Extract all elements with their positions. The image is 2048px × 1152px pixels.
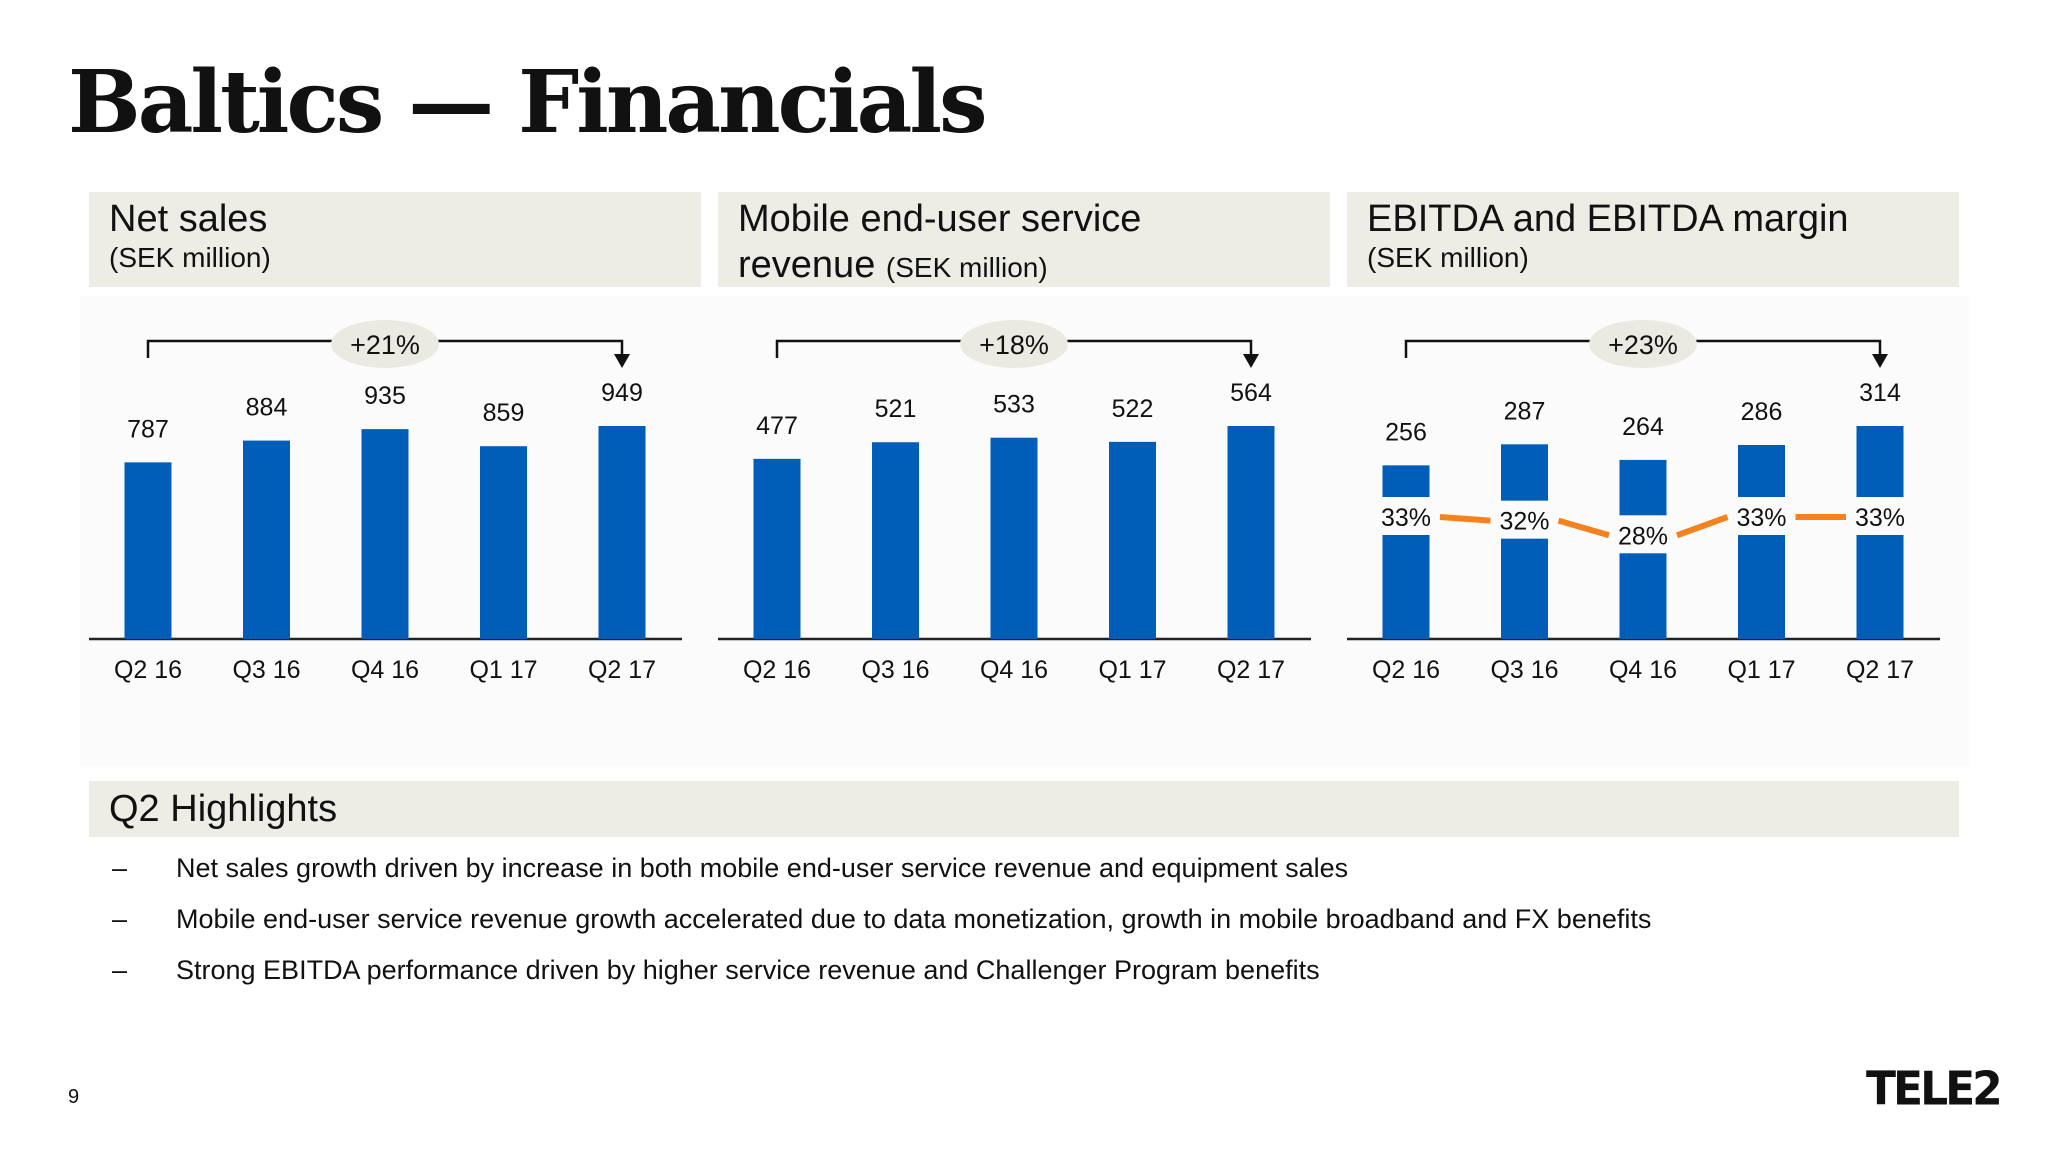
charts-svg: +21% 787 Q2 16 884 Q3 16 935 Q4 16 859 Q1 17 949 Q…	[89, 320, 1940, 684]
panel-subheading: (SEK million)	[109, 242, 271, 273]
bar	[1382, 465, 1430, 639]
panel-subheading: (SEK million)	[885, 252, 1048, 283]
data-label: 521	[875, 395, 917, 423]
tele2-logo: TELE2	[1866, 1062, 2003, 1117]
bullet-dash: –	[112, 955, 128, 985]
data-label: 287	[1504, 397, 1546, 425]
data-label: 522	[1112, 395, 1154, 423]
panel-heading-cont: revenue	[738, 244, 876, 286]
bullet-dash: –	[112, 904, 128, 934]
page-title: Baltics — Financials	[68, 52, 987, 153]
data-label: 859	[483, 399, 525, 427]
bar	[872, 442, 919, 639]
margin-label-gap	[1737, 497, 1786, 535]
bar	[361, 429, 409, 639]
margin-label-gap	[1855, 497, 1905, 535]
margin-line-segment	[1439, 514, 1491, 524]
arrow-down-icon	[614, 354, 630, 368]
growth-pill	[1589, 320, 1697, 368]
category-label: Q2 17	[1846, 656, 1914, 684]
margin-line-segment	[1557, 517, 1610, 539]
margin-label: 33%	[1855, 504, 1905, 532]
margin-label: 33%	[1381, 504, 1431, 532]
bar	[480, 446, 527, 639]
data-label: 314	[1859, 379, 1901, 407]
bar	[990, 437, 1038, 639]
bar	[1227, 426, 1275, 639]
category-label: Q2 16	[114, 656, 182, 684]
data-label: 286	[1741, 398, 1783, 426]
growth-pill	[960, 320, 1068, 368]
growth-label: +23%	[1608, 330, 1678, 360]
category-label: Q4 16	[351, 656, 419, 684]
growth-pill	[331, 320, 439, 368]
category-label: Q3 16	[861, 656, 929, 684]
highlight-text: Net sales growth driven by increase in b…	[176, 853, 1349, 883]
category-label: Q2 17	[588, 656, 656, 684]
arrow-down-icon	[1243, 354, 1259, 368]
panel-heading: EBITDA and EBITDA margin	[1367, 198, 1849, 240]
growth-label: +18%	[979, 330, 1049, 360]
bar	[124, 462, 172, 639]
panel-heading: Net sales	[109, 198, 268, 240]
bar	[598, 426, 646, 639]
data-label: 564	[1230, 379, 1272, 407]
margin-label-gap	[1381, 497, 1431, 535]
data-label: 256	[1385, 418, 1427, 446]
category-label: Q2 16	[743, 656, 811, 684]
bar	[1501, 444, 1548, 639]
bar	[1109, 441, 1156, 639]
category-label: Q2 17	[1217, 656, 1285, 684]
panel-header-net-sales: Net sales (SEK million)	[89, 192, 701, 287]
panel-header-mobile-revenue: Mobile end-user service revenue (SEK mil…	[718, 192, 1330, 287]
category-label: Q3 16	[1490, 656, 1558, 684]
margin-label: 32%	[1499, 508, 1549, 536]
category-label: Q1 17	[1098, 656, 1166, 684]
bar	[1738, 444, 1785, 639]
margin-line-segment	[1675, 514, 1729, 539]
bar	[243, 440, 290, 639]
panel-subheading: (SEK million)	[1367, 242, 1529, 273]
category-label: Q1 17	[469, 656, 537, 684]
data-label: 264	[1622, 413, 1664, 441]
data-label: 884	[246, 394, 288, 422]
growth-label: +21%	[350, 330, 420, 360]
data-label: 935	[364, 382, 406, 410]
margin-label: 28%	[1618, 522, 1668, 550]
bullet-dash: –	[112, 853, 128, 883]
data-label: 533	[993, 391, 1035, 419]
category-label: Q1 17	[1727, 656, 1795, 684]
highlights-header: Q2 Highlights	[89, 781, 1959, 837]
data-label: 949	[601, 379, 643, 407]
page-number: 9	[68, 1086, 80, 1108]
highlight-text: Strong EBITDA performance driven by high…	[176, 955, 1320, 985]
data-label: 477	[756, 412, 798, 440]
panel-header-ebitda: EBITDA and EBITDA margin (SEK million)	[1347, 192, 1959, 287]
category-label: Q4 16	[1609, 656, 1677, 684]
arrow-down-icon	[1872, 354, 1888, 368]
data-label: 787	[127, 415, 169, 443]
bar	[753, 458, 801, 639]
panel-heading: Mobile end-user service	[738, 198, 1142, 240]
category-label: Q2 16	[1372, 656, 1440, 684]
margin-label: 33%	[1736, 504, 1786, 532]
margin-label-gap	[1500, 500, 1549, 539]
category-label: Q4 16	[980, 656, 1048, 684]
margin-label-gap	[1618, 515, 1668, 554]
category-label: Q3 16	[232, 656, 300, 684]
highlight-text: Mobile end-user service revenue growth a…	[176, 904, 1652, 934]
